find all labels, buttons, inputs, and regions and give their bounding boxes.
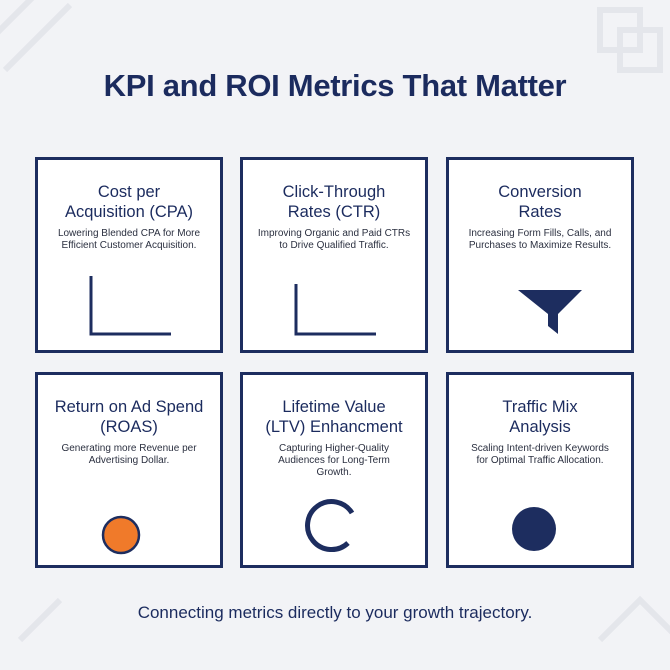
- icon-shape: [305, 499, 355, 552]
- card-description-line: Generating more Revenue per: [61, 443, 197, 454]
- card-title: Click-Through Rates (CTR): [243, 182, 425, 222]
- card-title-line: (ROAS): [100, 418, 158, 436]
- card-description-line: to Drive Qualified Traffic.: [279, 240, 389, 251]
- card-description-line: Capturing Higher-Quality: [278, 443, 390, 454]
- metric-card: Cost per Acquisition (CPA) Lowering Blende…: [35, 157, 223, 353]
- card-title-line: (LTV) Enhancment: [265, 418, 403, 436]
- card-description: Increasing Form Fills, Calls, and Purchas…: [449, 228, 631, 252]
- card-title: Lifetime Value (LTV) Enhancment: [243, 397, 425, 437]
- card-title-line: Traffic Mix: [502, 398, 578, 416]
- card-description: Scaling Intent-driven Keywords for Optima…: [449, 443, 631, 467]
- card-description-line: Audiences for Long-Term: [278, 455, 390, 466]
- card-description: Generating more Revenue per Advertising D…: [38, 443, 220, 467]
- card-title: Traffic Mix Analysis: [449, 397, 631, 437]
- card-title-line: Conversion: [498, 183, 582, 201]
- card-icon: [294, 284, 376, 336]
- icon-shape: [512, 507, 556, 551]
- metric-card: Traffic Mix Analysis Scaling Intent-driven…: [446, 372, 634, 568]
- footer-text: Connecting metrics directly to your grow…: [137, 603, 533, 622]
- card-title: Cost per Acquisition (CPA): [38, 182, 220, 222]
- card-description-line: Lowering Blended CPA for More: [57, 228, 201, 239]
- card-description-line: Scaling Intent-driven Keywords: [471, 443, 609, 454]
- card-description: Capturing Higher-Quality Audiences for Lo…: [243, 443, 425, 479]
- metric-card: Conversion Rates Increasing Form Fills, Ca…: [446, 157, 634, 353]
- card-title-line: Analysis: [509, 418, 571, 436]
- metric-card: Lifetime Value (LTV) Enhancment Capturing …: [240, 372, 428, 568]
- card-title-line: Lifetime Value: [282, 398, 386, 416]
- card-icon: [89, 276, 171, 336]
- card-title-line: Rates (CTR): [287, 203, 381, 221]
- card-description-line: for Optimal Traffic Allocation.: [476, 455, 604, 466]
- icon-shape: [89, 276, 171, 336]
- card-title-line: Return on Ad Spend: [54, 398, 204, 416]
- metric-card: Return on Ad Spend (ROAS) Generating more …: [35, 372, 223, 568]
- card-title-line: Cost per: [97, 183, 161, 201]
- card-description: Improving Organic and Paid CTRs to Drive …: [243, 228, 425, 252]
- card-description: Lowering Blended CPA for More Efficient C…: [38, 228, 220, 252]
- card-title: Return on Ad Spend (ROAS): [38, 397, 220, 437]
- metric-card: Click-Through Rates (CTR) Improving Organi…: [240, 157, 428, 353]
- card-title-line: Rates: [518, 203, 562, 221]
- page-title: KPI and ROI Metrics That Matter: [103, 68, 567, 103]
- card-title-line: Click-Through: [282, 183, 386, 201]
- card-description-line: Increasing Form Fills, Calls, and: [468, 228, 612, 239]
- card-description-line: Improving Organic and Paid CTRs: [257, 228, 411, 239]
- card-icon: [305, 499, 355, 552]
- icon-shape: $: [101, 515, 141, 555]
- card-icon: [512, 507, 556, 551]
- card-description-line: Purchases to Maximize Results.: [468, 240, 612, 251]
- card-icon: $: [101, 515, 141, 555]
- card-title: Conversion Rates: [449, 182, 631, 222]
- card-description-line: Growth.: [316, 467, 352, 478]
- card-description-line: Efficient Customer Acquisition.: [61, 240, 197, 251]
- card-icon: [518, 290, 582, 334]
- card-title-line: Acquisition (CPA): [64, 203, 194, 221]
- icon-shape: [294, 284, 376, 336]
- card-description-line: Advertising Dollar.: [88, 455, 170, 466]
- icon-shape: [518, 290, 582, 334]
